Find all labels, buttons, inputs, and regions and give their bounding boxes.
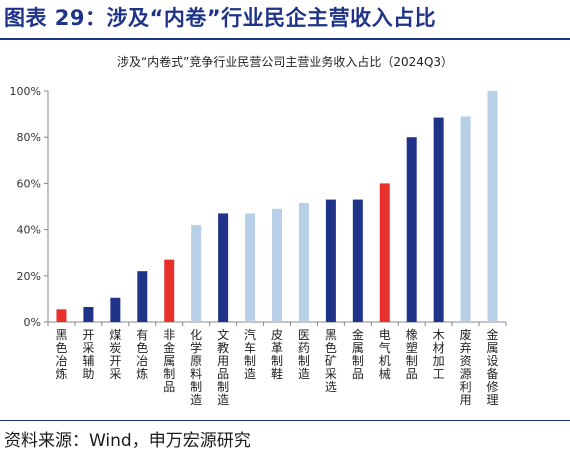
category-label: 金属制品 <box>352 327 364 381</box>
bar <box>325 199 336 322</box>
bar <box>460 116 471 322</box>
category-label: 煤炭开采 <box>109 328 121 381</box>
bar <box>406 137 417 322</box>
category-label: 黑色矿采选 <box>325 328 337 394</box>
bar <box>110 297 121 322</box>
bar <box>272 208 282 322</box>
bar <box>83 306 94 322</box>
figure-title: 图表 29：涉及“内卷”行业民企主营收入占比 <box>4 6 437 30</box>
category-label: 文教用品制造 <box>217 327 229 407</box>
bar <box>245 213 256 322</box>
bar <box>298 203 309 322</box>
bar <box>379 183 390 322</box>
category-label: 医药制造 <box>298 328 310 381</box>
bar-chart: 0% 20% 40% 60% 80% 100% 黑色冶炼 开采辅助 煤炭开采 有色冶炼 非金属制品… <box>10 85 507 407</box>
bars <box>56 91 498 322</box>
bar <box>352 199 363 322</box>
axes: 0% 20% 40% 60% 80% 100% <box>10 85 507 329</box>
bar <box>56 309 67 322</box>
category-label: 汽车制造 <box>244 327 256 381</box>
bar <box>164 259 175 322</box>
y-tick-label: 80% <box>17 131 41 144</box>
y-tick-label: 100% <box>10 85 41 98</box>
y-tick-label: 0% <box>24 316 41 329</box>
y-tick-label: 20% <box>17 270 41 283</box>
category-label: 皮革制鞋 <box>271 328 283 381</box>
chart-title: 涉及“内卷式”竞争行业民营公司主营业务收入占比（2024Q3） <box>116 55 454 69</box>
y-tick-label: 60% <box>17 177 41 190</box>
title-rule <box>0 38 570 40</box>
category-labels: 黑色冶炼 开采辅助 煤炭开采 有色冶炼 非金属制品 化学原料制造 文教用品制造 汽车制造 皮革制… <box>55 327 498 407</box>
category-label: 黑色冶炼 <box>55 328 67 381</box>
category-label: 化学原料制造 <box>190 328 202 407</box>
bar <box>218 213 229 322</box>
category-label: 橡塑制品 <box>406 328 418 381</box>
category-label: 废弃资源利用 <box>460 327 472 407</box>
bar <box>191 224 202 322</box>
category-label: 木材加工 <box>433 328 445 381</box>
category-label: 开采辅助 <box>82 328 94 381</box>
category-label: 非金属制品 <box>163 328 175 394</box>
source-note: 资料来源：Wind，申万宏源研究 <box>4 431 251 451</box>
y-tick-label: 40% <box>17 224 41 237</box>
bar <box>137 271 148 322</box>
category-label: 金属设备修理 <box>487 327 499 407</box>
category-label: 电气机械 <box>379 328 391 381</box>
bar <box>433 117 444 322</box>
source-rule <box>0 420 570 421</box>
category-label: 有色冶炼 <box>136 328 148 381</box>
bar <box>487 91 498 322</box>
